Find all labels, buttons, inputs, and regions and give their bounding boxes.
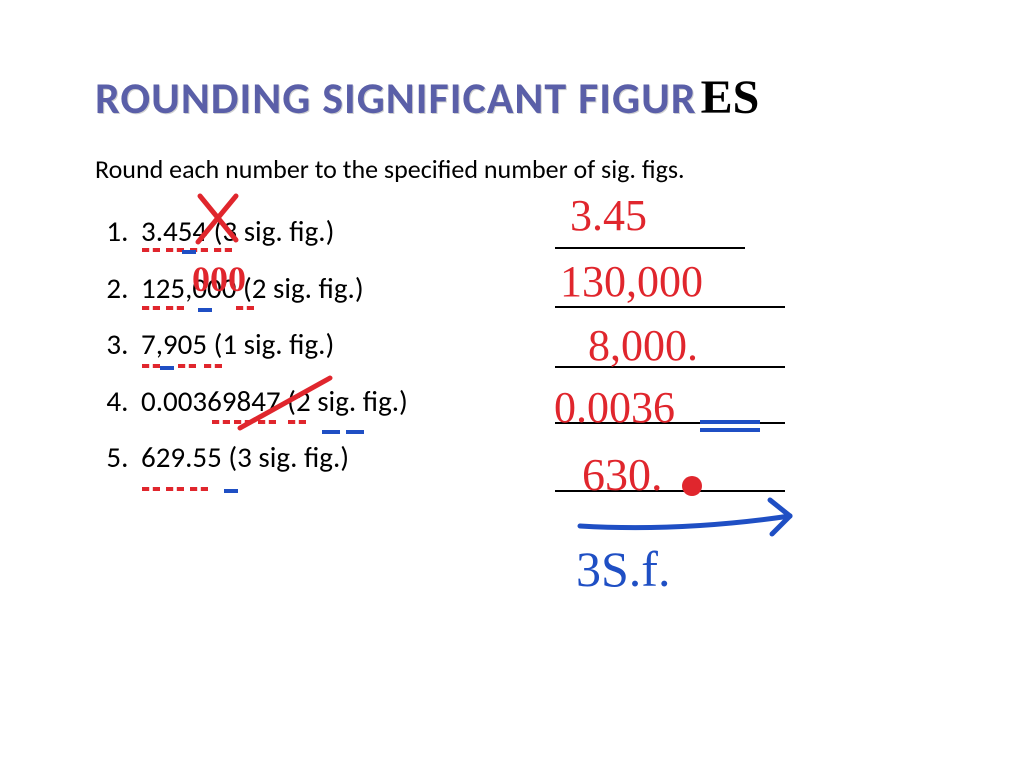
handwritten-answer: 0.0036 bbox=[554, 382, 675, 433]
red-dash bbox=[258, 420, 276, 424]
blue-dash bbox=[160, 366, 174, 370]
problem-item: 629.55 (3 sig. fig.) bbox=[135, 429, 964, 486]
red-dash bbox=[212, 420, 230, 424]
red-dash bbox=[142, 364, 160, 368]
handwritten-overwrite: 000 bbox=[192, 258, 246, 300]
slide-title-handwritten-suffix: ES bbox=[701, 70, 760, 125]
red-dash bbox=[288, 420, 306, 424]
red-dash bbox=[204, 364, 222, 368]
red-dash bbox=[142, 487, 160, 491]
slide: ROUNDING SIGNIFICANT FIGUR ES Round each… bbox=[0, 0, 1024, 768]
red-dash bbox=[214, 248, 232, 252]
red-dash bbox=[142, 248, 160, 252]
instructions-text: Round each number to the specified numbe… bbox=[95, 153, 964, 185]
red-dash bbox=[166, 487, 184, 491]
problem-item: 3.454 (3 sig. fig.) bbox=[135, 203, 964, 260]
red-dash bbox=[178, 364, 196, 368]
problem-item: 7,905 (1 sig. fig.) bbox=[135, 316, 964, 373]
blue-dash bbox=[346, 430, 364, 434]
handwritten-answer: 8,000. bbox=[588, 320, 698, 371]
red-dash bbox=[142, 306, 160, 310]
blue-dash bbox=[182, 250, 196, 254]
red-dash bbox=[190, 487, 208, 491]
slide-title: ROUNDING SIGNIFICANT FIGUR bbox=[95, 71, 697, 125]
blue-dash bbox=[224, 489, 238, 493]
problem-item: 125,000 (2 sig. fig.) bbox=[135, 260, 964, 317]
blue-dash bbox=[198, 308, 212, 312]
red-dash bbox=[166, 306, 184, 310]
title-row: ROUNDING SIGNIFICANT FIGUR ES bbox=[95, 70, 964, 125]
blue-dash bbox=[322, 430, 340, 434]
handwritten-answer: 3.45 bbox=[570, 190, 647, 241]
red-dash bbox=[234, 420, 252, 424]
handwritten-answer: 630. bbox=[582, 448, 663, 501]
problem-list: 3.454 (3 sig. fig.) 125,000 (2 sig. fig.… bbox=[95, 203, 964, 486]
red-dash bbox=[236, 306, 254, 310]
answer-blank bbox=[555, 247, 745, 249]
handwritten-answer: 130,000 bbox=[560, 256, 703, 307]
handwritten-note-3sf: 3S.f. bbox=[576, 540, 670, 598]
